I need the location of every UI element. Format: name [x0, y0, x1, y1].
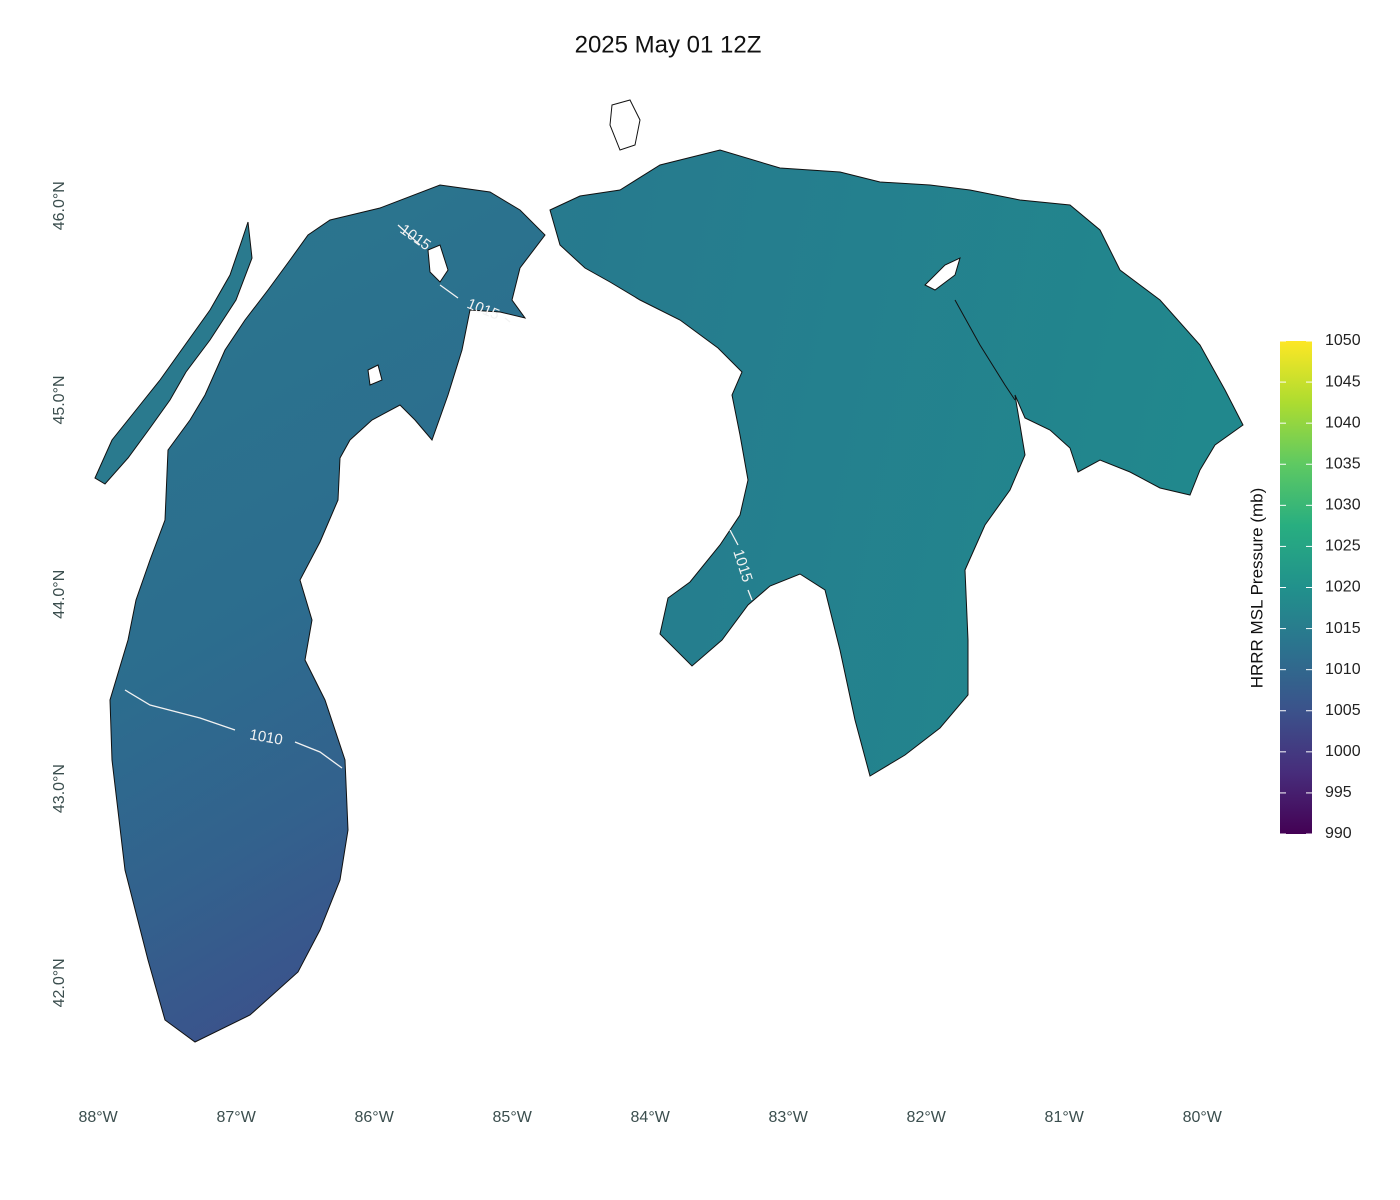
lakes — [94, 99, 1244, 1043]
x-tick-label: 82°W — [907, 1109, 947, 1126]
colorbar-tick-label: 1050 — [1325, 332, 1361, 349]
x-tick-label: 83°W — [769, 1109, 809, 1126]
x-tick-label: 86°W — [355, 1109, 395, 1126]
colorbar-tick-label: 1025 — [1325, 538, 1361, 555]
contour-line — [729, 529, 753, 601]
y-tick-label: 44.0°N — [51, 570, 68, 619]
y-tick-label: 43.0°N — [51, 764, 68, 813]
colorbar-title: HRRR MSL Pressure (mb) — [1247, 488, 1266, 689]
y-tick-label: 46.0°N — [51, 181, 68, 230]
y-tick-label: 42.0°N — [51, 958, 68, 1007]
x-tick-label: 81°W — [1045, 1109, 1085, 1126]
contour-line — [124, 689, 343, 769]
colorbar-tick-label: 995 — [1325, 784, 1352, 801]
x-tick-label: 80°W — [1183, 1109, 1223, 1126]
island — [924, 257, 961, 291]
contour-line — [504, 317, 511, 323]
colorbar-tick-label: 1040 — [1325, 414, 1361, 431]
contour-line — [397, 224, 459, 299]
colorbar-tick-label: 1035 — [1325, 455, 1361, 472]
green-bay — [94, 221, 253, 485]
island — [427, 244, 449, 283]
colorbar-tick-label: 1015 — [1325, 620, 1361, 637]
x-tick-label: 85°W — [493, 1109, 533, 1126]
colorbar-tick-label: 1010 — [1325, 661, 1361, 678]
lake-michigan — [109, 184, 546, 1043]
x-tick-label: 88°W — [78, 1109, 118, 1126]
lake-huron — [549, 149, 1244, 777]
bruce-peninsula — [954, 299, 1016, 401]
x-tick-label: 84°W — [631, 1109, 671, 1126]
colorbar-tick-label: 1030 — [1325, 497, 1361, 514]
colorbar-tick-label: 1000 — [1325, 743, 1361, 760]
contour-label: 1010 — [248, 726, 284, 749]
map-title: 2025 May 01 12Z — [575, 31, 762, 58]
colorbar-tick-label: 990 — [1325, 825, 1352, 842]
y-tick-label: 45.0°N — [51, 375, 68, 424]
x-tick-label: 87°W — [217, 1109, 257, 1126]
island — [609, 99, 641, 151]
colorbar-tick-label: 1045 — [1325, 373, 1361, 390]
colorbar-tick-label: 1020 — [1325, 579, 1361, 596]
colorbar-tick-label: 1005 — [1325, 702, 1361, 719]
island — [367, 364, 383, 386]
